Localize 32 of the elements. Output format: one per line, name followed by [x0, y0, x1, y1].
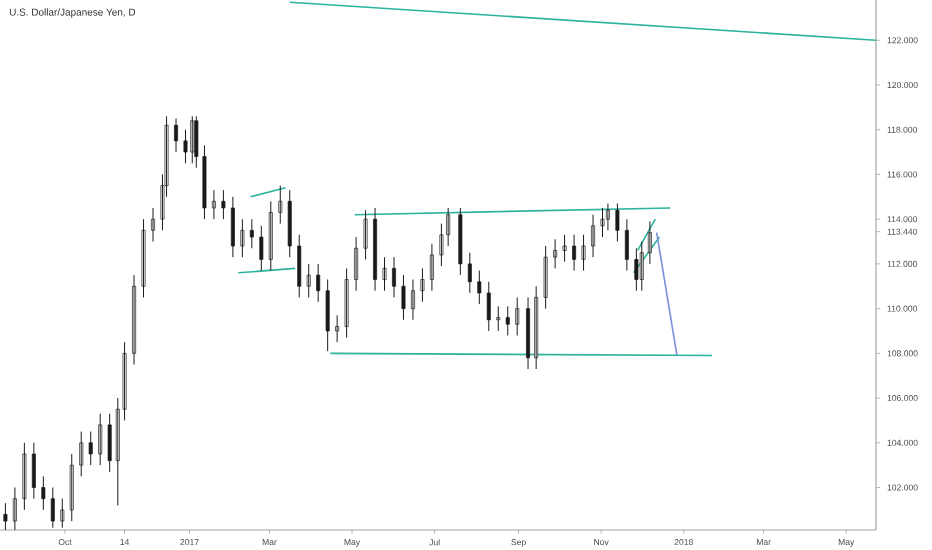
candlestick — [382, 256, 387, 292]
candlestick — [600, 207, 605, 238]
candlestick — [401, 274, 406, 321]
candlestick — [69, 453, 74, 522]
candlestick — [306, 263, 311, 298]
candlestick — [634, 247, 639, 292]
candlestick — [420, 267, 425, 303]
candlestick — [562, 234, 567, 263]
candlestick — [22, 442, 27, 511]
candlestick — [79, 431, 84, 477]
candlestick — [639, 241, 644, 292]
candlestick — [615, 203, 620, 243]
candlestick — [141, 218, 146, 298]
candlestick — [287, 189, 292, 258]
candlestick — [496, 305, 501, 332]
candlestick — [240, 218, 245, 258]
candlestick — [107, 413, 112, 473]
candlestick — [458, 207, 463, 276]
candlestick — [278, 185, 283, 225]
candlestick — [505, 305, 510, 336]
candlestick — [88, 431, 93, 466]
candlestick — [60, 498, 65, 529]
candlestick — [363, 209, 368, 260]
candlestick — [581, 234, 586, 272]
candlestick — [486, 281, 491, 332]
candlestick — [543, 245, 548, 310]
candlestick — [259, 225, 264, 272]
candlestick — [41, 475, 46, 511]
candlestick — [477, 270, 482, 305]
candlestick — [221, 189, 226, 220]
candlestick — [344, 267, 349, 339]
candlestick — [325, 279, 330, 352]
